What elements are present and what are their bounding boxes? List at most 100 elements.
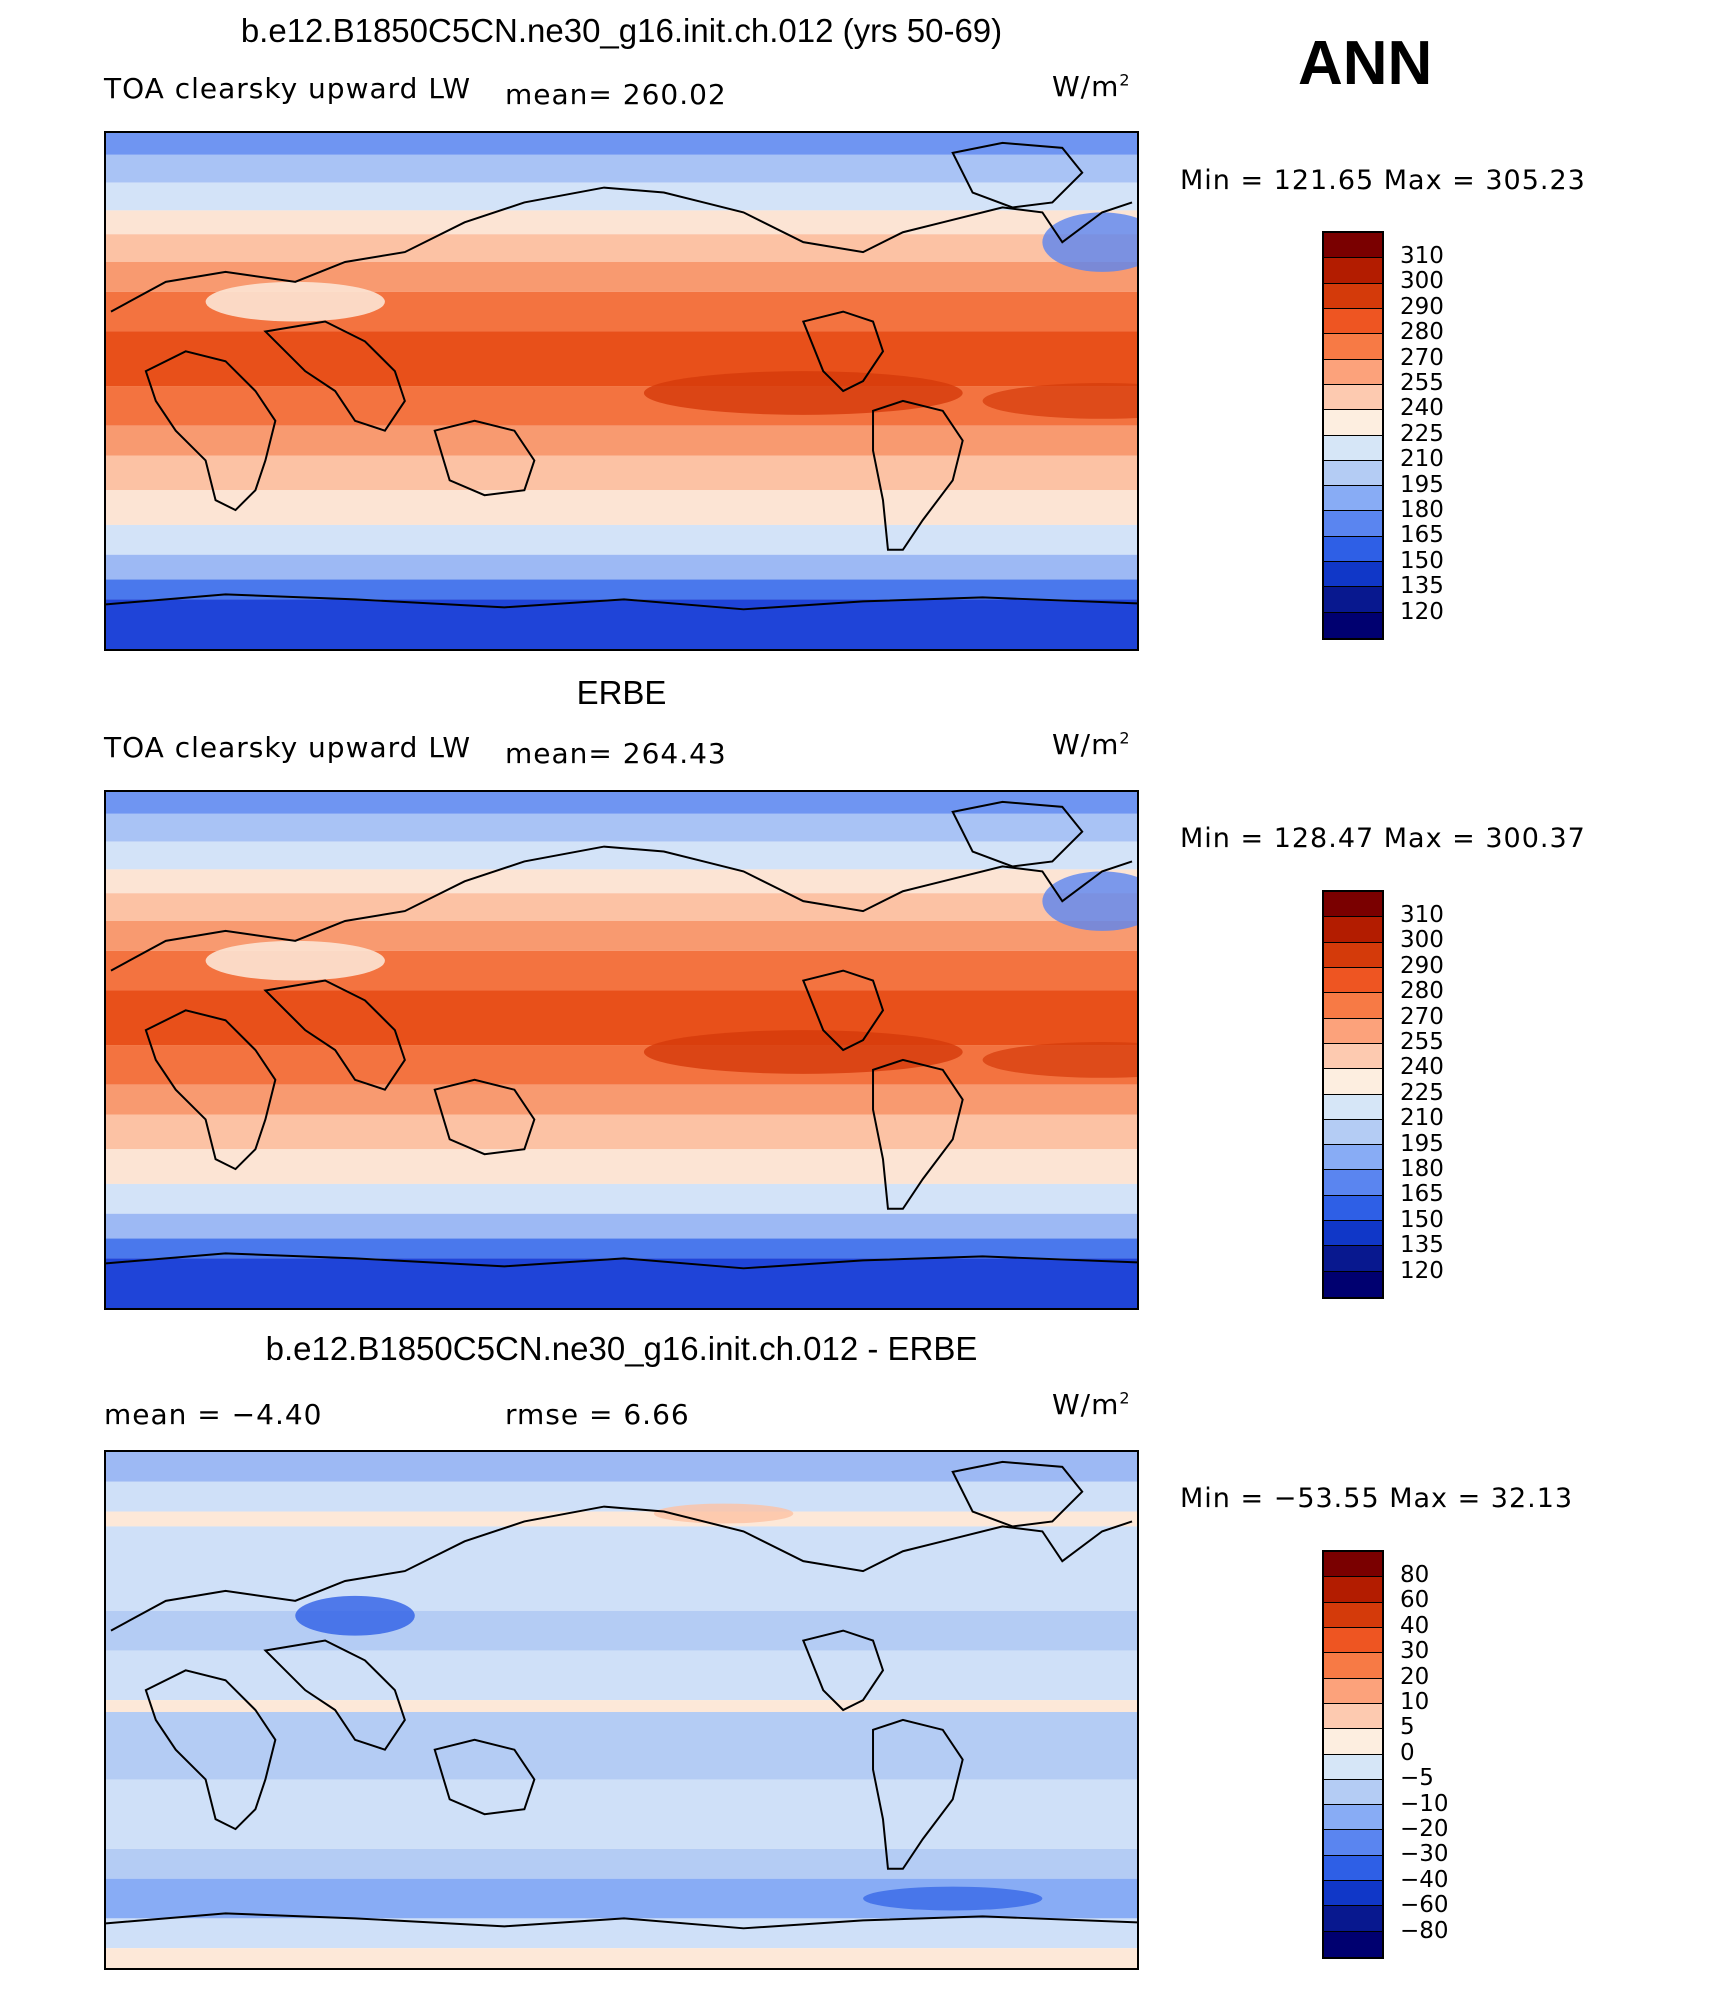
panel-1-variable-label: TOA clearsky upward LW [104,72,472,105]
colorbar-cell [1324,258,1382,284]
colorbar-cell [1324,233,1382,259]
colorbar-cell [1324,1931,1382,1957]
panel-1-mean-label: mean= 260.02 [505,78,727,111]
map-band [106,425,1137,456]
panel-1-units: W/m2 [1052,70,1131,103]
colorbar-cell [1324,1018,1382,1044]
map-band [1042,871,1137,931]
colorbar-tick-label: 280 [1400,978,1444,1005]
colorbar-cell [1324,308,1382,335]
map-band [106,1711,1137,1780]
coastline [263,979,406,1091]
colorbar-tick-label: 310 [1400,902,1444,928]
season-label: ANN [1298,29,1433,98]
coastline [144,1009,277,1171]
map-band [106,1700,1137,1712]
colorbar-cell [1324,283,1382,309]
coastline [801,1629,885,1712]
map-band [106,154,1137,183]
map-band [106,234,1137,262]
map-band [982,383,1137,419]
colorbar-cell [1324,1145,1382,1171]
colorbar-cell [1324,587,1382,613]
panel-3-units: W/m2 [1052,1388,1131,1421]
map-band [295,1595,415,1636]
colorbar-tick-label: 20 [1400,1663,1430,1690]
colorbar-tick-label: 150 [1400,547,1444,574]
colorbar-tick-label: 240 [1400,1054,1444,1081]
map-band [106,524,1137,555]
panel-3-rmse-label: rmse = 6.66 [505,1398,690,1431]
panel-2-colorbar [1322,890,1384,1299]
colorbar-cell [1324,892,1382,918]
colorbar-cell [1324,1577,1382,1603]
map-band [106,1258,1137,1308]
panel-3-mean-label: mean = −4.40 [104,1398,323,1431]
panel-1-colorbar-labels: 310 300 290 280 270 255 240 225 210 195 180 165 150 1… [1400,243,1444,625]
colorbar-cell [1324,1170,1382,1196]
colorbar-tick-label: 120 [1400,1257,1444,1284]
map-band [1042,212,1137,272]
panel-3-map [104,1450,1139,1970]
colorbar-cell [1324,562,1382,588]
colorbar-tick-label: 210 [1400,1105,1444,1132]
colorbar-tick-label: 165 [1400,522,1444,549]
colorbar-cell [1324,1069,1382,1095]
colorbar-cell [1324,993,1382,1019]
map-band [106,869,1137,894]
coastline [106,1912,1137,1930]
map-band [643,371,963,415]
colorbar-tick-label: −40 [1400,1866,1449,1893]
map-band [106,1213,1137,1239]
colorbar-tick-label: 195 [1400,471,1444,498]
colorbar-cell [1324,967,1382,994]
panel-2-title: ERBE [576,674,667,711]
colorbar-cell [1324,1881,1382,1907]
coastline [951,1460,1084,1528]
panel-2-minmax: Min = 128.47 Max = 300.37 [1180,823,1586,854]
map-band [106,893,1137,921]
colorbar-cell [1324,435,1382,461]
panel-1-minmax: Min = 121.65 Max = 305.23 [1180,165,1586,196]
colorbar-cell [1324,1195,1382,1222]
map-band [106,1084,1137,1115]
coastline [106,1252,1137,1270]
colorbar-tick-label: 80 [1400,1562,1430,1588]
colorbar-cell [1324,410,1382,436]
coastline [110,1505,1133,1632]
panel-3-colorbar-labels: 80 60 40 30 20 10 5 0 −5 −10 −20 −30 −40 −60 −80 [1400,1562,1449,1944]
colorbar-cell [1324,1754,1382,1780]
map-band [106,579,1137,600]
colorbar-tick-label: 270 [1400,344,1444,371]
map-band [106,841,1137,870]
map-band [106,1045,1137,1085]
map-band [106,1526,1137,1611]
coastline [144,1669,277,1831]
colorbar-tick-label: 310 [1400,243,1444,269]
map-band [106,554,1137,580]
colorbar-cell [1324,536,1382,563]
colorbar-cell [1324,511,1382,537]
coastline [872,1058,964,1210]
map-band [106,1114,1137,1150]
map-band [106,490,1137,525]
map-band [643,1030,963,1074]
coastline [872,399,964,551]
colorbar-cell [1324,1552,1382,1578]
colorbar-tick-label: 60 [1400,1587,1430,1614]
colorbar-tick-label: 10 [1400,1689,1430,1716]
map-band [205,281,385,322]
coastline [433,1078,536,1156]
colorbar-tick-label: 30 [1400,1638,1430,1665]
coastline [433,419,536,497]
colorbar-cell [1324,1830,1382,1856]
colorbar-tick-label: 255 [1400,370,1444,397]
colorbar-cell [1324,1653,1382,1679]
colorbar-cell [1324,942,1382,968]
colorbar-cell [1324,1906,1382,1932]
map-band [106,1779,1137,1849]
map-band [106,1918,1137,1949]
colorbar-tick-label: 150 [1400,1206,1444,1233]
coastline [433,1738,536,1816]
colorbar-cell [1324,1855,1382,1882]
